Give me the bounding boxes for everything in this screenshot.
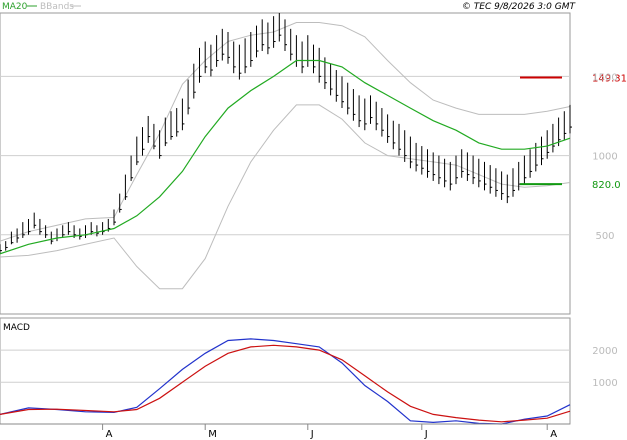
ma20-path [0,59,571,255]
level-label: 820.0 [592,180,621,191]
price-panel: 149.31 820.0 500 1000 1500 [0,12,627,315]
price-y-tick: 500 [595,231,614,242]
legend-ma20: MA20 [2,2,28,12]
copyright-info: © TEC 9/8/2026 3:0 GMT [462,2,577,12]
ma20-line [0,59,571,255]
macd-y-tick-labels: 2000 1000 [592,346,617,389]
macd-y-tick: 1000 [592,378,617,389]
x-month-label: J [310,429,314,440]
legend-bbands: BBands [40,2,74,12]
x-month-label: A [106,429,113,440]
macd-title: MACD [3,323,30,333]
x-month-label: A [550,429,557,440]
price-grid [0,75,570,236]
price-plot-area [0,12,571,315]
price-y-tick: 1000 [592,152,617,163]
macd-panel: MACD 2000 1000 [0,317,618,425]
x-month-label: M [208,429,217,440]
price-annotations: 149.31 820.0 [520,73,627,191]
price-bars [0,13,572,254]
macd-grid [0,349,570,383]
macd-plot-area [0,317,571,425]
macd-y-tick: 2000 [592,346,617,357]
level-label: 149.31 [592,73,627,84]
macd-signal-line [0,344,571,423]
header: MA20 BBands © TEC 9/8/2026 3:0 GMT [2,2,576,12]
macd-lines [0,338,571,425]
x-month-label: J [424,429,428,440]
price-y-tick: 1500 [592,72,617,83]
price-y-tick-labels: 500 1000 1500 [592,72,617,241]
